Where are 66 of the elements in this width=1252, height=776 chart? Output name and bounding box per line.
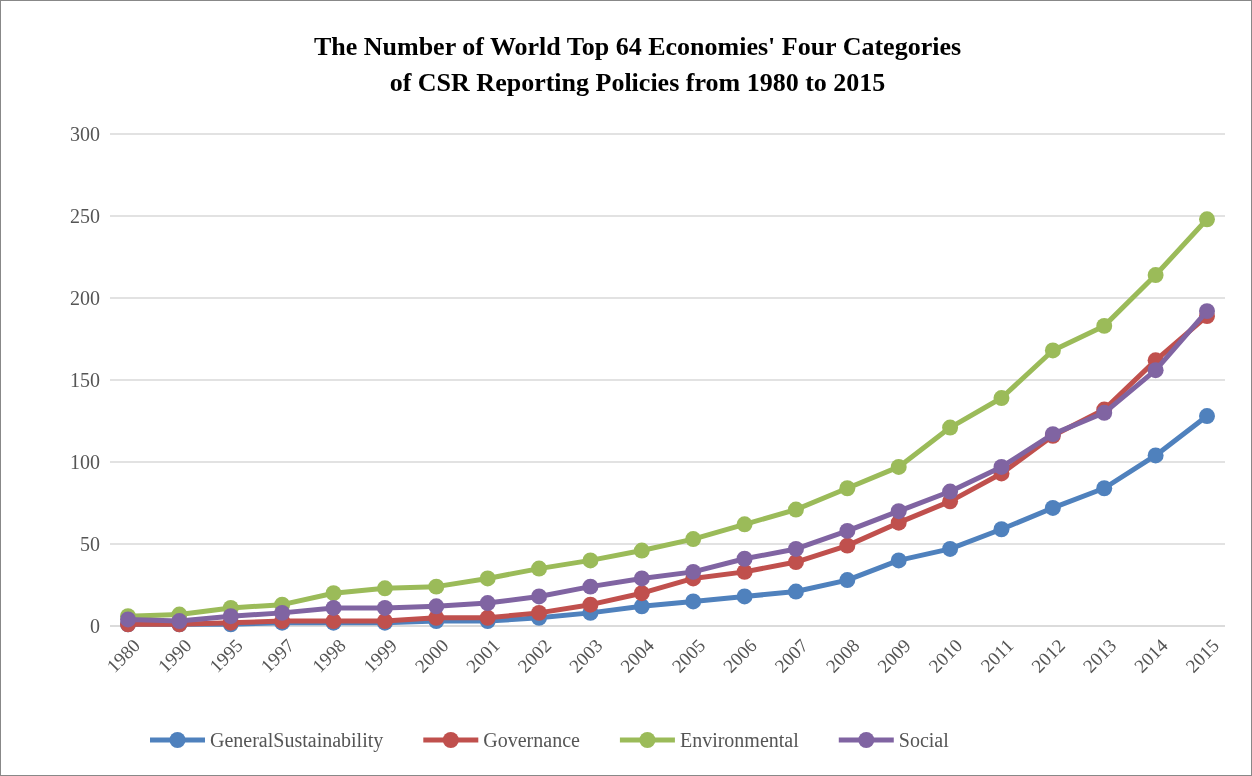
point bbox=[890, 503, 907, 520]
point bbox=[736, 516, 753, 533]
point bbox=[1147, 362, 1164, 379]
point bbox=[736, 588, 753, 605]
chart-title: The Number of World Top 64 Economies' Four Categories of CSR Reporting Policies from 1980 to 2015 bbox=[313, 32, 962, 97]
y-tick-label: 250 bbox=[70, 204, 100, 227]
point bbox=[736, 550, 753, 567]
point bbox=[479, 609, 496, 626]
point bbox=[1044, 499, 1061, 516]
legend-label: Social bbox=[898, 729, 950, 751]
point bbox=[993, 521, 1010, 538]
point bbox=[1199, 303, 1215, 320]
point bbox=[531, 604, 548, 621]
point bbox=[376, 580, 393, 597]
point bbox=[1096, 480, 1113, 497]
point bbox=[993, 458, 1010, 475]
point bbox=[582, 578, 599, 595]
point bbox=[1147, 267, 1164, 283]
legend-label: Governance bbox=[483, 729, 581, 751]
point bbox=[633, 570, 650, 587]
point bbox=[993, 390, 1010, 406]
y-tick-label: 100 bbox=[70, 450, 100, 473]
y-tick-label: 200 bbox=[70, 286, 100, 309]
point bbox=[787, 540, 804, 557]
point bbox=[633, 585, 650, 602]
point bbox=[839, 572, 856, 589]
point bbox=[479, 570, 496, 587]
point bbox=[942, 540, 959, 557]
x-tick-label: 1990 bbox=[153, 634, 196, 677]
point bbox=[428, 578, 445, 595]
point bbox=[1096, 317, 1113, 334]
y-tick-label: 300 bbox=[70, 122, 100, 145]
point bbox=[325, 600, 342, 616]
point bbox=[787, 554, 804, 570]
point bbox=[376, 600, 393, 616]
point bbox=[890, 552, 907, 569]
point bbox=[531, 560, 548, 577]
point bbox=[890, 458, 907, 475]
point bbox=[1147, 447, 1164, 464]
point bbox=[479, 595, 496, 611]
y-tick-label: 0 bbox=[90, 614, 100, 637]
point bbox=[839, 480, 856, 497]
point bbox=[633, 542, 650, 559]
point bbox=[839, 522, 856, 539]
point bbox=[274, 604, 291, 621]
point bbox=[787, 583, 804, 600]
point bbox=[325, 585, 342, 602]
point bbox=[582, 552, 599, 569]
point bbox=[582, 596, 599, 613]
point bbox=[839, 537, 856, 554]
point bbox=[942, 419, 959, 436]
point bbox=[531, 588, 548, 605]
point bbox=[787, 501, 804, 518]
legend-label: GeneralSustainability bbox=[210, 729, 384, 752]
legend-label: Environmental bbox=[679, 729, 800, 751]
point bbox=[1199, 211, 1215, 228]
point bbox=[222, 608, 239, 625]
point bbox=[942, 483, 959, 500]
point bbox=[1044, 342, 1061, 359]
point bbox=[428, 598, 445, 615]
y-tick-label: 150 bbox=[70, 368, 100, 391]
point bbox=[685, 593, 702, 610]
point bbox=[1199, 408, 1215, 425]
point bbox=[685, 563, 702, 580]
point bbox=[685, 531, 702, 548]
y-tick-label: 50 bbox=[80, 532, 100, 555]
